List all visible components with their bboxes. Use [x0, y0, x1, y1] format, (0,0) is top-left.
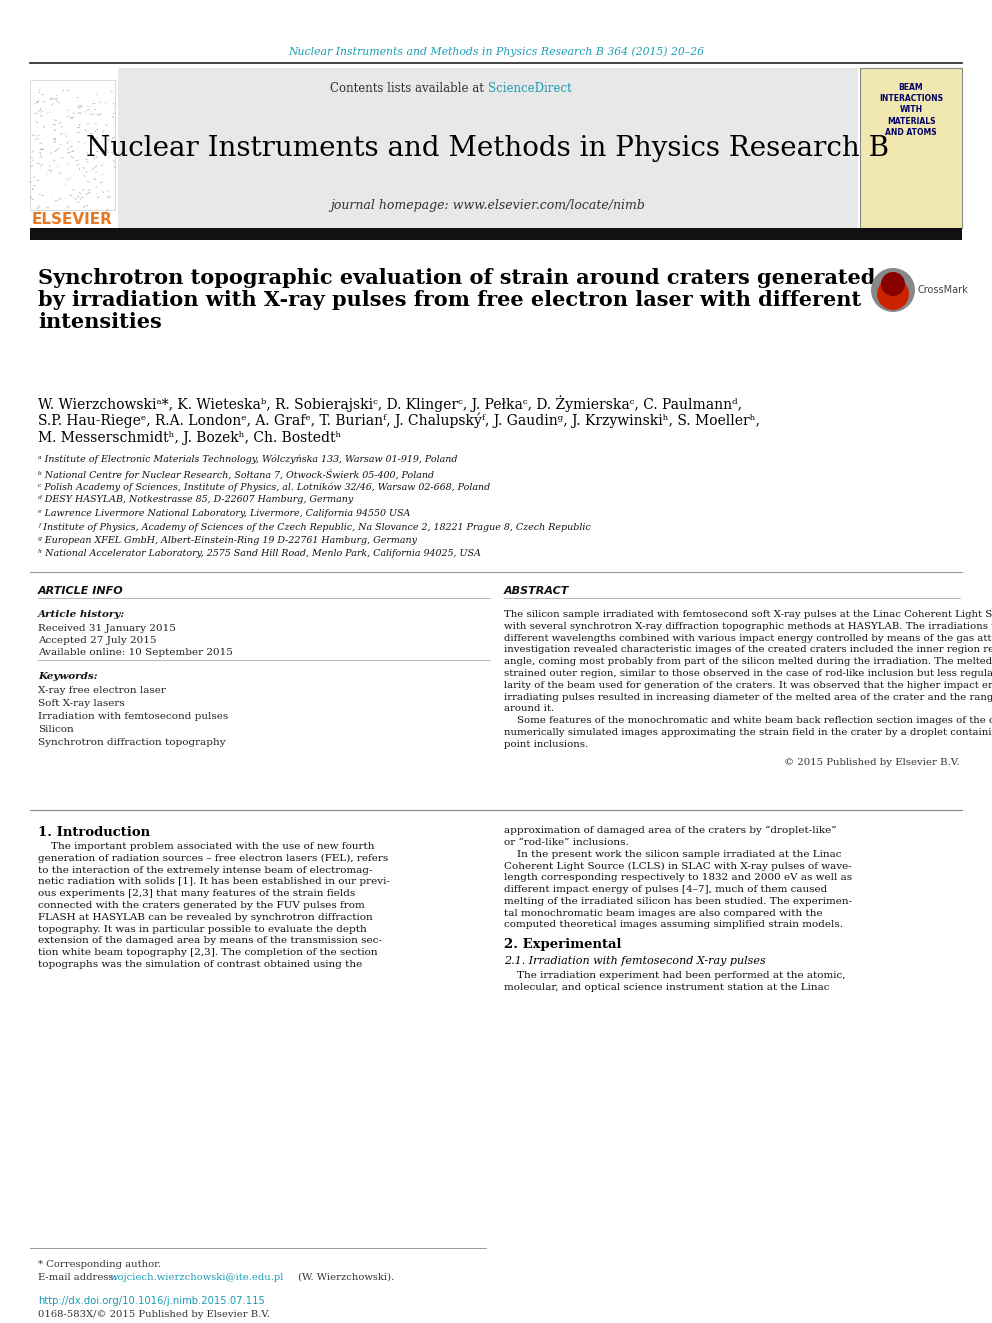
Text: CrossMark: CrossMark	[918, 284, 969, 295]
Text: netic radiation with solids [1]. It has been established in our previ-: netic radiation with solids [1]. It has …	[38, 877, 390, 886]
Text: generation of radiation sources – free electron lasers (FEL), refers: generation of radiation sources – free e…	[38, 853, 388, 863]
Text: topography. It was in particular possible to evaluate the depth: topography. It was in particular possibl…	[38, 925, 367, 934]
Text: topographs was the simulation of contrast obtained using the: topographs was the simulation of contras…	[38, 960, 362, 968]
Circle shape	[877, 278, 909, 310]
Text: ᵈ DESY HASYLAB, Notkestrasse 85, D-22607 Hamburg, Germany: ᵈ DESY HASYLAB, Notkestrasse 85, D-22607…	[38, 496, 353, 504]
Text: computed theoretical images assuming simplified strain models.: computed theoretical images assuming sim…	[504, 921, 843, 929]
Text: investigation revealed characteristic images of the created craters included the: investigation revealed characteristic im…	[504, 646, 992, 655]
Text: angle, coming most probably from part of the silicon melted during the irradiati: angle, coming most probably from part of…	[504, 658, 992, 667]
Text: —: —	[908, 79, 915, 86]
Bar	[30, 79, 115, 210]
Text: The important problem associated with the use of new fourth: The important problem associated with th…	[38, 841, 375, 851]
Text: Soft X-ray lasers: Soft X-ray lasers	[38, 699, 125, 708]
Text: * Corresponding author.: * Corresponding author.	[38, 1259, 161, 1269]
Text: ScienceDirect: ScienceDirect	[488, 82, 571, 94]
Circle shape	[871, 269, 915, 312]
Text: Synchrotron topographic evaluation of strain around craters generated: Synchrotron topographic evaluation of st…	[38, 269, 875, 288]
Text: Available online: 10 September 2015: Available online: 10 September 2015	[38, 648, 233, 658]
Text: point inclusions.: point inclusions.	[504, 740, 588, 749]
Text: journal homepage: www.elsevier.com/locate/nimb: journal homepage: www.elsevier.com/locat…	[330, 198, 646, 212]
Text: W. Wierzchowskiᵃ*, K. Wieteskaᵇ, R. Sobierajskiᶜ, D. Klingerᶜ, J. Pełkaᶜ, D. Żym: W. Wierzchowskiᵃ*, K. Wieteskaᵇ, R. Sobi…	[38, 396, 742, 411]
Text: extension of the damaged area by means of the transmission sec-: extension of the damaged area by means o…	[38, 937, 382, 946]
Text: different impact energy of pulses [4–7], much of them caused: different impact energy of pulses [4–7],…	[504, 885, 827, 894]
Text: connected with the craters generated by the FUV pulses from: connected with the craters generated by …	[38, 901, 365, 910]
Text: approximation of damaged area of the craters by “droplet-like”: approximation of damaged area of the cra…	[504, 826, 836, 835]
Text: FLASH at HASYLAB can be revealed by synchrotron diffraction: FLASH at HASYLAB can be revealed by sync…	[38, 913, 373, 922]
Text: molecular, and optical science instrument station at the Linac: molecular, and optical science instrumen…	[504, 983, 829, 992]
Text: to the interaction of the extremely intense beam of electromag-: to the interaction of the extremely inte…	[38, 865, 373, 875]
Text: 0168-583X/© 2015 Published by Elsevier B.V.: 0168-583X/© 2015 Published by Elsevier B…	[38, 1310, 270, 1319]
Text: © 2015 Published by Elsevier B.V.: © 2015 Published by Elsevier B.V.	[785, 758, 960, 766]
Text: Irradiation with femtosecond pulses: Irradiation with femtosecond pulses	[38, 712, 228, 721]
Text: larity of the beam used for generation of the craters. It was observed that the : larity of the beam used for generation o…	[504, 681, 992, 689]
Text: Silicon: Silicon	[38, 725, 73, 734]
Text: (W. Wierzchowski).: (W. Wierzchowski).	[295, 1273, 394, 1282]
Text: with several synchrotron X-ray diffraction topographic methods at HASYLAB. The i: with several synchrotron X-ray diffracti…	[504, 622, 992, 631]
Text: 2. Experimental: 2. Experimental	[504, 938, 622, 951]
Text: Article history:: Article history:	[38, 610, 125, 619]
Text: Nuclear Instruments and Methods in Physics Research B: Nuclear Instruments and Methods in Physi…	[86, 135, 890, 161]
Text: ᶠ Institute of Physics, Academy of Sciences of the Czech Republic, Na Slovance 2: ᶠ Institute of Physics, Academy of Scien…	[38, 523, 591, 532]
Text: tal monochromatic beam images are also compared with the: tal monochromatic beam images are also c…	[504, 909, 822, 918]
Text: around it.: around it.	[504, 704, 555, 713]
Text: ᵃ Institute of Electronic Materials Technology, Wólczyńska 133, Warsaw 01-919, P: ᵃ Institute of Electronic Materials Tech…	[38, 455, 457, 464]
Text: The silicon sample irradiated with femtosecond soft X-ray pulses at the Linac Co: The silicon sample irradiated with femto…	[504, 610, 992, 619]
Text: Synchrotron diffraction topography: Synchrotron diffraction topography	[38, 738, 225, 747]
Text: S.P. Hau-Riegeᵉ, R.A. Londonᵉ, A. Grafᵉ, T. Burianᶠ, J. Chalupskýᶠ, J. Gaudinᵍ, : S.P. Hau-Riegeᵉ, R.A. Londonᵉ, A. Grafᵉ,…	[38, 413, 760, 429]
Text: http://dx.doi.org/10.1016/j.nimb.2015.07.115: http://dx.doi.org/10.1016/j.nimb.2015.07…	[38, 1297, 265, 1306]
Bar	[30, 228, 962, 239]
Text: ʰ National Accelerator Laboratory, 2575 Sand Hill Road, Menlo Park, California 9: ʰ National Accelerator Laboratory, 2575 …	[38, 549, 481, 558]
Text: Coherent Light Source (LCLS) in SLAC with X-ray pulses of wave-: Coherent Light Source (LCLS) in SLAC wit…	[504, 861, 852, 871]
Bar	[118, 67, 858, 228]
Text: ᵉ Lawrence Livermore National Laboratory, Livermore, California 94550 USA: ᵉ Lawrence Livermore National Laboratory…	[38, 509, 411, 519]
Text: different wavelengths combined with various impact energy controlled by means of: different wavelengths combined with vari…	[504, 634, 992, 643]
Text: by irradiation with X-ray pulses from free electron laser with different: by irradiation with X-ray pulses from fr…	[38, 290, 861, 310]
Text: strained outer region, similar to those observed in the case of rod-like inclusi: strained outer region, similar to those …	[504, 669, 992, 677]
Text: irradiating pulses resulted in increasing diameter of the melted area of the cra: irradiating pulses resulted in increasin…	[504, 693, 992, 701]
Circle shape	[881, 273, 905, 296]
Text: In the present work the silicon sample irradiated at the Linac: In the present work the silicon sample i…	[504, 849, 841, 859]
Text: BEAM
INTERACTIONS
WITH
MATERIALS
AND ATOMS: BEAM INTERACTIONS WITH MATERIALS AND ATO…	[879, 83, 943, 136]
Text: melting of the irradiated silicon has been studied. The experimen-: melting of the irradiated silicon has be…	[504, 897, 852, 906]
Text: M. Messerschmidtʰ, J. Bozekʰ, Ch. Bostedtʰ: M. Messerschmidtʰ, J. Bozekʰ, Ch. Bosted…	[38, 431, 341, 445]
Text: intensities: intensities	[38, 312, 162, 332]
Text: ABSTRACT: ABSTRACT	[504, 586, 569, 595]
Text: numerically simulated images approximating the strain field in the crater by a d: numerically simulated images approximati…	[504, 728, 992, 737]
Text: The irradiation experiment had been performed at the atomic,: The irradiation experiment had been perf…	[504, 971, 845, 980]
Text: or “rod-like” inclusions.: or “rod-like” inclusions.	[504, 837, 629, 847]
Text: E-mail address:: E-mail address:	[38, 1273, 120, 1282]
Text: Contents lists available at: Contents lists available at	[330, 82, 488, 94]
Text: ᶜ Polish Academy of Sciences, Institute of Physics, al. Lotników 32/46, Warsaw 0: ᶜ Polish Academy of Sciences, Institute …	[38, 482, 490, 492]
Text: 2.1. Irradiation with femtosecond X-ray pulses: 2.1. Irradiation with femtosecond X-ray …	[504, 957, 766, 966]
Text: ARTICLE INFO: ARTICLE INFO	[38, 586, 124, 595]
Text: X-ray free electron laser: X-ray free electron laser	[38, 687, 166, 695]
Bar	[860, 67, 962, 228]
Text: ᵍ European XFEL GmbH, Albert-Einstein-Ring 19 D-22761 Hamburg, Germany: ᵍ European XFEL GmbH, Albert-Einstein-Ri…	[38, 536, 417, 545]
Text: Received 31 January 2015: Received 31 January 2015	[38, 624, 176, 632]
Text: Keywords:: Keywords:	[38, 672, 97, 681]
Text: Accepted 27 July 2015: Accepted 27 July 2015	[38, 636, 157, 646]
Text: length corresponding respectively to 1832 and 2000 eV as well as: length corresponding respectively to 183…	[504, 873, 852, 882]
Text: Some features of the monochromatic and white beam back reflection section images: Some features of the monochromatic and w…	[504, 716, 992, 725]
Text: ᵇ National Centre for Nuclear Research, Sołtana 7, Otwock-Świerk 05-400, Poland: ᵇ National Centre for Nuclear Research, …	[38, 468, 434, 479]
Text: 1. Introduction: 1. Introduction	[38, 826, 150, 839]
Text: ELSEVIER: ELSEVIER	[32, 213, 112, 228]
Text: ous experiments [2,3] that many features of the strain fields: ous experiments [2,3] that many features…	[38, 889, 355, 898]
Text: tion white beam topography [2,3]. The completion of the section: tion white beam topography [2,3]. The co…	[38, 949, 378, 958]
Text: wojciech.wierzchowski@ite.edu.pl: wojciech.wierzchowski@ite.edu.pl	[110, 1273, 285, 1282]
Text: Nuclear Instruments and Methods in Physics Research B 364 (2015) 20–26: Nuclear Instruments and Methods in Physi…	[288, 46, 704, 57]
